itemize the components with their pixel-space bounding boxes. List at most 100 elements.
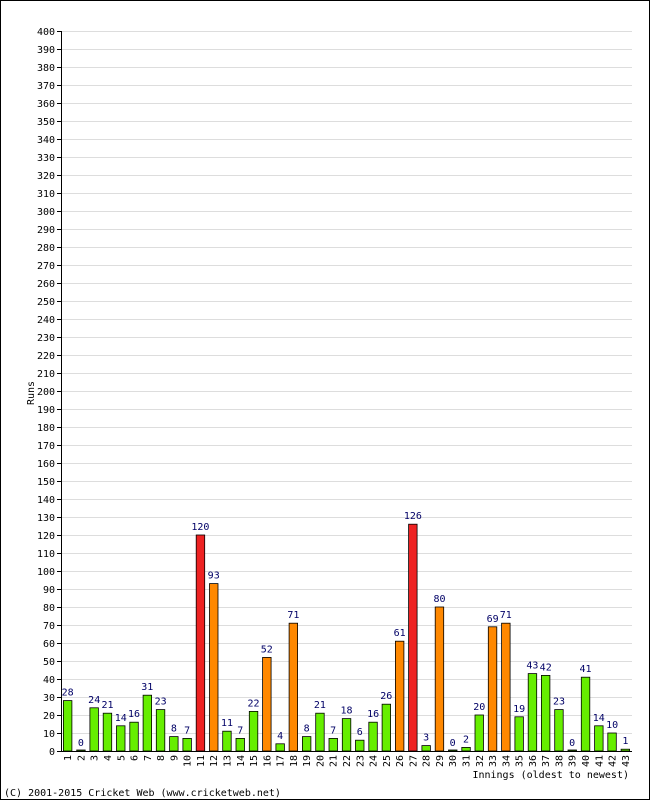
y-tick-label: 310: [37, 189, 55, 200]
x-tick-label: 36: [528, 755, 539, 767]
bar: [102, 712, 113, 752]
data-label: 69: [487, 614, 499, 625]
y-tick-label: 140: [37, 495, 55, 506]
y-tick-label: 120: [37, 531, 55, 542]
y-tick-label: 300: [37, 207, 55, 218]
bar: [76, 749, 86, 752]
x-tick-labels: 1 2 3 4 5 6 7 8 9 10 11 12 13 14 15 16 17 18 19 20 21 22 23 24 2…: [63, 755, 632, 767]
bar: [514, 716, 524, 752]
bar: [554, 709, 564, 752]
bar: [355, 739, 365, 752]
data-label: 14: [593, 713, 605, 724]
bar: [89, 707, 99, 752]
data-label: 3: [423, 733, 429, 744]
x-tick-label: 17: [276, 755, 287, 767]
y-tick-label: 330: [37, 153, 55, 164]
bar: [368, 721, 378, 752]
data-label: 126: [404, 511, 422, 522]
x-tick-label: 10: [183, 755, 194, 767]
axes: [61, 31, 632, 752]
x-tick-label: 28: [422, 755, 433, 767]
data-label: 28: [62, 688, 74, 699]
bar: [394, 640, 405, 752]
bar: [408, 523, 418, 752]
y-axis-label: Runs: [26, 381, 37, 405]
y-tick-label: 260: [37, 279, 55, 290]
data-label: 80: [433, 594, 445, 605]
bar: [182, 738, 192, 752]
y-tick-label: 340: [37, 135, 55, 146]
x-tick-label: 11: [196, 755, 207, 767]
y-tick-label: 160: [37, 459, 55, 470]
bar: [129, 721, 139, 752]
data-label: 93: [208, 571, 220, 582]
data-label: 10: [606, 720, 618, 731]
x-tick-label: 7: [143, 755, 154, 761]
bar: [421, 745, 431, 752]
y-tick-label: 0: [49, 747, 55, 758]
x-tick-label: 35: [515, 755, 526, 767]
x-tick-label: 31: [462, 755, 473, 767]
data-label: 7: [330, 725, 336, 736]
bar: [527, 673, 538, 752]
data-label: 0: [78, 738, 84, 749]
bar: [275, 743, 285, 752]
bar: [620, 748, 630, 752]
data-label: 61: [394, 628, 406, 639]
y-tick-label: 280: [37, 243, 55, 254]
bar: [607, 732, 617, 752]
y-tick-label: 110: [37, 549, 55, 560]
data-label: 7: [237, 725, 243, 736]
data-label: 1: [622, 736, 628, 747]
y-tick-label: 150: [37, 477, 55, 488]
x-tick-label: 3: [90, 755, 101, 761]
y-tick-label: 60: [43, 639, 55, 650]
data-label: 6: [357, 727, 363, 738]
x-axis-label: Innings (oldest to newest): [472, 770, 629, 781]
bar: [381, 703, 392, 752]
data-label: 0: [569, 738, 575, 749]
y-tick-label: 10: [43, 729, 55, 740]
x-tick-label: 41: [594, 755, 605, 767]
y-tick-label: 320: [37, 171, 55, 182]
x-tick-label: 39: [568, 755, 579, 767]
data-label: 19: [513, 704, 525, 715]
x-tick-label: 29: [435, 755, 446, 767]
y-tick-label: 70: [43, 621, 55, 632]
bar: [487, 626, 498, 752]
x-tick-label: 8: [156, 755, 167, 761]
x-tick-label: 32: [475, 755, 486, 767]
data-label: 16: [128, 709, 140, 720]
y-tick-label: 190: [37, 405, 55, 416]
y-tick-label: 220: [37, 351, 55, 362]
bar: [341, 718, 352, 752]
bar: [63, 700, 73, 752]
bar: [142, 694, 153, 752]
y-tick-label: 270: [37, 261, 55, 272]
data-label: 120: [191, 522, 209, 533]
data-label: 14: [115, 713, 127, 724]
x-tick-label: 20: [315, 755, 326, 767]
data-label: 2: [463, 734, 469, 745]
bar: [169, 736, 179, 752]
y-tick-label: 230: [37, 333, 55, 344]
data-label: 71: [500, 610, 512, 621]
x-tick-label: 30: [448, 755, 459, 767]
bar: [541, 675, 551, 752]
bar: [567, 749, 577, 752]
bar: [461, 747, 471, 752]
y-tick-label: 290: [37, 225, 55, 236]
x-tick-label: 25: [382, 755, 393, 767]
x-tick-label: 14: [236, 755, 247, 767]
y-tick-label: 180: [37, 423, 55, 434]
bar: [580, 676, 591, 752]
y-tick-label: 360: [37, 99, 55, 110]
gridlines: [61, 31, 632, 734]
y-tick-label: 20: [43, 711, 55, 722]
bars: [63, 523, 630, 752]
y-tick-label: 380: [37, 63, 55, 74]
x-tick-label: 21: [329, 755, 340, 767]
x-tick-label: 27: [408, 755, 419, 767]
